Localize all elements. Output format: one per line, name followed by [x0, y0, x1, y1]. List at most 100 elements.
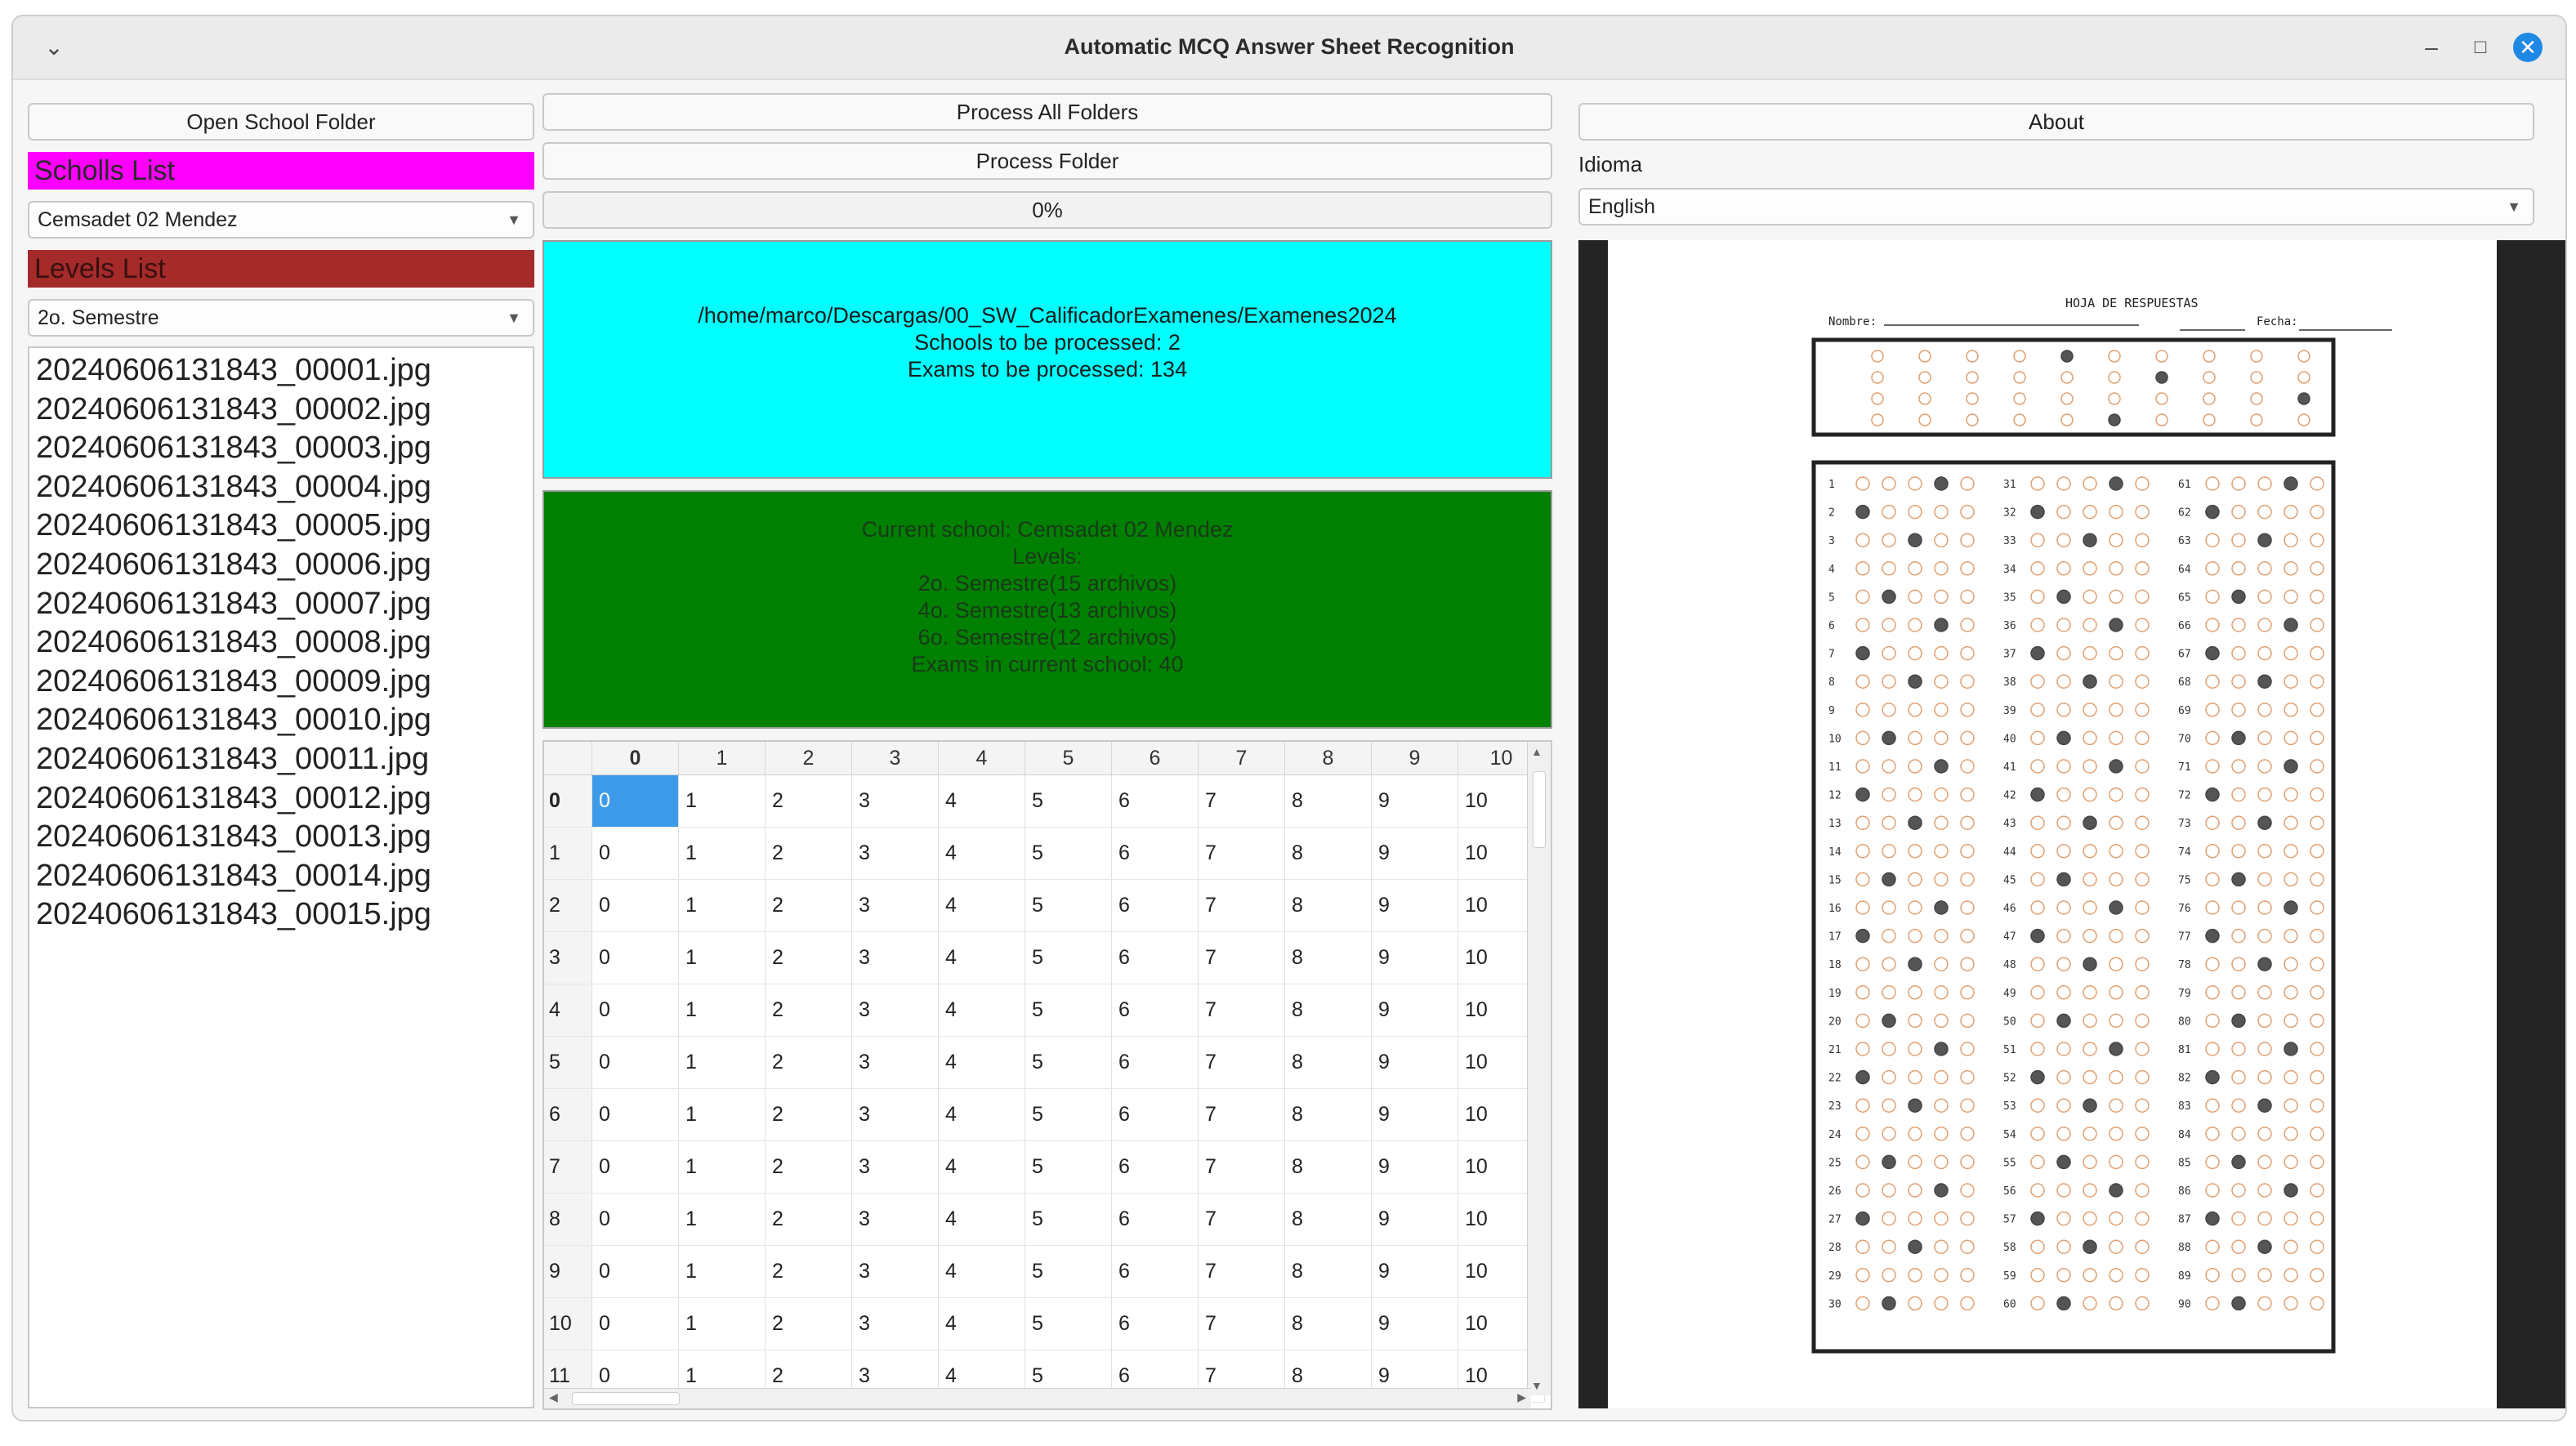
column-header[interactable]: 6 [1111, 742, 1199, 775]
table-cell[interactable]: 0 [592, 1088, 679, 1141]
table-cell[interactable]: 4 [938, 1140, 1025, 1194]
table-cell[interactable]: 3 [851, 827, 939, 880]
table-cell[interactable]: 7 [1198, 1297, 1285, 1350]
table-cell[interactable]: 6 [1111, 1088, 1199, 1141]
open-school-folder-button[interactable]: Open School Folder [28, 103, 534, 141]
table-cell[interactable]: 0 [592, 931, 679, 984]
table-cell[interactable]: 9 [1371, 1245, 1458, 1298]
close-icon[interactable]: ✕ [2513, 33, 2543, 62]
table-cell[interactable]: 9 [1371, 1193, 1458, 1246]
table-cell[interactable]: 1 [678, 774, 766, 828]
table-cell[interactable]: 6 [1111, 879, 1199, 932]
table-cell[interactable]: 7 [1198, 1088, 1285, 1141]
column-header[interactable]: 2 [765, 742, 852, 775]
table-cell[interactable]: 1 [678, 879, 766, 932]
table-cell[interactable]: 2 [765, 1193, 852, 1246]
list-item[interactable]: 20240606131843_00011.jpg [36, 741, 430, 776]
table-cell[interactable]: 5 [1025, 1088, 1112, 1141]
table-cell[interactable]: 7 [1198, 931, 1285, 984]
table-cell[interactable]: 9 [1371, 827, 1458, 880]
list-item[interactable]: 20240606131843_00014.jpg [36, 858, 431, 893]
table-cell[interactable]: 8 [1284, 774, 1372, 828]
column-header[interactable]: 5 [1025, 742, 1112, 775]
table-cell[interactable]: 4 [938, 1036, 1025, 1089]
table-corner[interactable] [544, 742, 592, 775]
horizontal-scroll-thumb[interactable] [572, 1392, 680, 1405]
table-cell[interactable]: 1 [678, 827, 766, 880]
table-cell[interactable]: 2 [765, 827, 852, 880]
table-cell[interactable]: 1 [678, 1245, 766, 1298]
table-cell[interactable]: 8 [1284, 984, 1372, 1037]
table-cell[interactable]: 2 [765, 984, 852, 1037]
table-cell[interactable]: 9 [1371, 931, 1458, 984]
list-item[interactable]: 20240606131843_00003.jpg [36, 431, 431, 466]
table-cell[interactable]: 3 [851, 774, 939, 828]
table-cell[interactable]: 2 [765, 931, 852, 984]
table-cell[interactable]: 5 [1025, 774, 1112, 828]
table-cell[interactable]: 1 [678, 1088, 766, 1141]
table-cell[interactable]: 8 [1284, 1036, 1372, 1089]
minimize-icon[interactable]: – [2425, 34, 2438, 60]
row-header[interactable]: 1 [544, 827, 592, 880]
column-header[interactable]: 4 [938, 742, 1025, 775]
table-cell[interactable]: 1 [678, 1193, 766, 1246]
table-cell[interactable]: 3 [851, 879, 939, 932]
row-header[interactable]: 0 [544, 774, 592, 828]
list-item[interactable]: 20240606131843_00012.jpg [36, 780, 431, 815]
column-header[interactable]: 9 [1371, 742, 1458, 775]
table-cell[interactable]: 7 [1198, 1245, 1285, 1298]
table-cell[interactable]: 0 [592, 827, 679, 880]
table-cell[interactable]: 7 [1198, 879, 1285, 932]
table-cell[interactable]: 8 [1284, 879, 1372, 932]
table-cell[interactable]: 8 [1284, 1193, 1372, 1246]
table-cell[interactable]: 1 [678, 984, 766, 1037]
table-cell[interactable]: 1 [678, 1036, 766, 1089]
table-cell[interactable]: 0 [592, 1036, 679, 1089]
table-cell[interactable]: 6 [1111, 931, 1199, 984]
table-cell[interactable]: 6 [1111, 1140, 1199, 1194]
table-cell[interactable]: 5 [1025, 1036, 1112, 1089]
column-header[interactable]: 8 [1284, 742, 1372, 775]
maximize-icon[interactable]: □ [2474, 36, 2487, 58]
list-item[interactable]: 20240606131843_00013.jpg [36, 819, 431, 855]
list-item[interactable]: 20240606131843_00010.jpg [36, 703, 431, 738]
row-header[interactable]: 8 [544, 1193, 592, 1246]
school-select[interactable]: Cemsadet 02 Mendez ▼ [28, 201, 534, 239]
row-header[interactable]: 10 [544, 1297, 592, 1350]
table-cell[interactable]: 9 [1371, 1140, 1458, 1194]
list-item[interactable]: 20240606131843_00008.jpg [36, 625, 431, 660]
table-cell[interactable]: 4 [938, 984, 1025, 1037]
table-cell[interactable]: 0 [592, 1245, 679, 1298]
scroll-right-icon[interactable]: ▶ [1517, 1390, 1526, 1404]
table-cell[interactable]: 9 [1371, 1088, 1458, 1141]
vertical-scrollbar[interactable]: ▲ ▼ [1527, 742, 1551, 1395]
table-cell[interactable]: 2 [765, 1297, 852, 1350]
process-all-folders-button[interactable]: Process All Folders [542, 93, 1552, 131]
list-item[interactable]: 20240606131843_00007.jpg [36, 586, 431, 621]
scroll-left-icon[interactable]: ◀ [549, 1390, 558, 1404]
row-header[interactable]: 6 [544, 1088, 592, 1141]
process-folder-button[interactable]: Process Folder [542, 142, 1552, 180]
table-cell[interactable]: 2 [765, 1245, 852, 1298]
table-cell[interactable]: 3 [851, 1036, 939, 1089]
table-cell[interactable]: 6 [1111, 774, 1199, 828]
column-header[interactable]: 3 [851, 742, 939, 775]
table-cell[interactable]: 2 [765, 774, 852, 828]
list-item[interactable]: 20240606131843_00001.jpg [36, 353, 431, 387]
table-cell[interactable]: 5 [1025, 879, 1112, 932]
table-cell[interactable]: 8 [1284, 1140, 1372, 1194]
table-cell[interactable]: 3 [851, 931, 939, 984]
table-cell[interactable]: 2 [765, 1036, 852, 1089]
column-header[interactable]: 7 [1198, 742, 1285, 775]
scroll-down-icon[interactable]: ▼ [1531, 1379, 1542, 1392]
row-header[interactable]: 2 [544, 879, 592, 932]
table-cell[interactable]: 1 [678, 1140, 766, 1194]
table-cell[interactable]: 0 [592, 1140, 679, 1194]
table-cell[interactable]: 6 [1111, 827, 1199, 880]
table-cell[interactable]: 7 [1198, 827, 1285, 880]
list-item[interactable]: 20240606131843_00009.jpg [36, 663, 431, 698]
list-item[interactable]: 20240606131843_00006.jpg [36, 547, 431, 582]
table-cell[interactable]: 9 [1371, 879, 1458, 932]
table-cell[interactable]: 1 [678, 931, 766, 984]
row-header[interactable]: 3 [544, 931, 592, 984]
